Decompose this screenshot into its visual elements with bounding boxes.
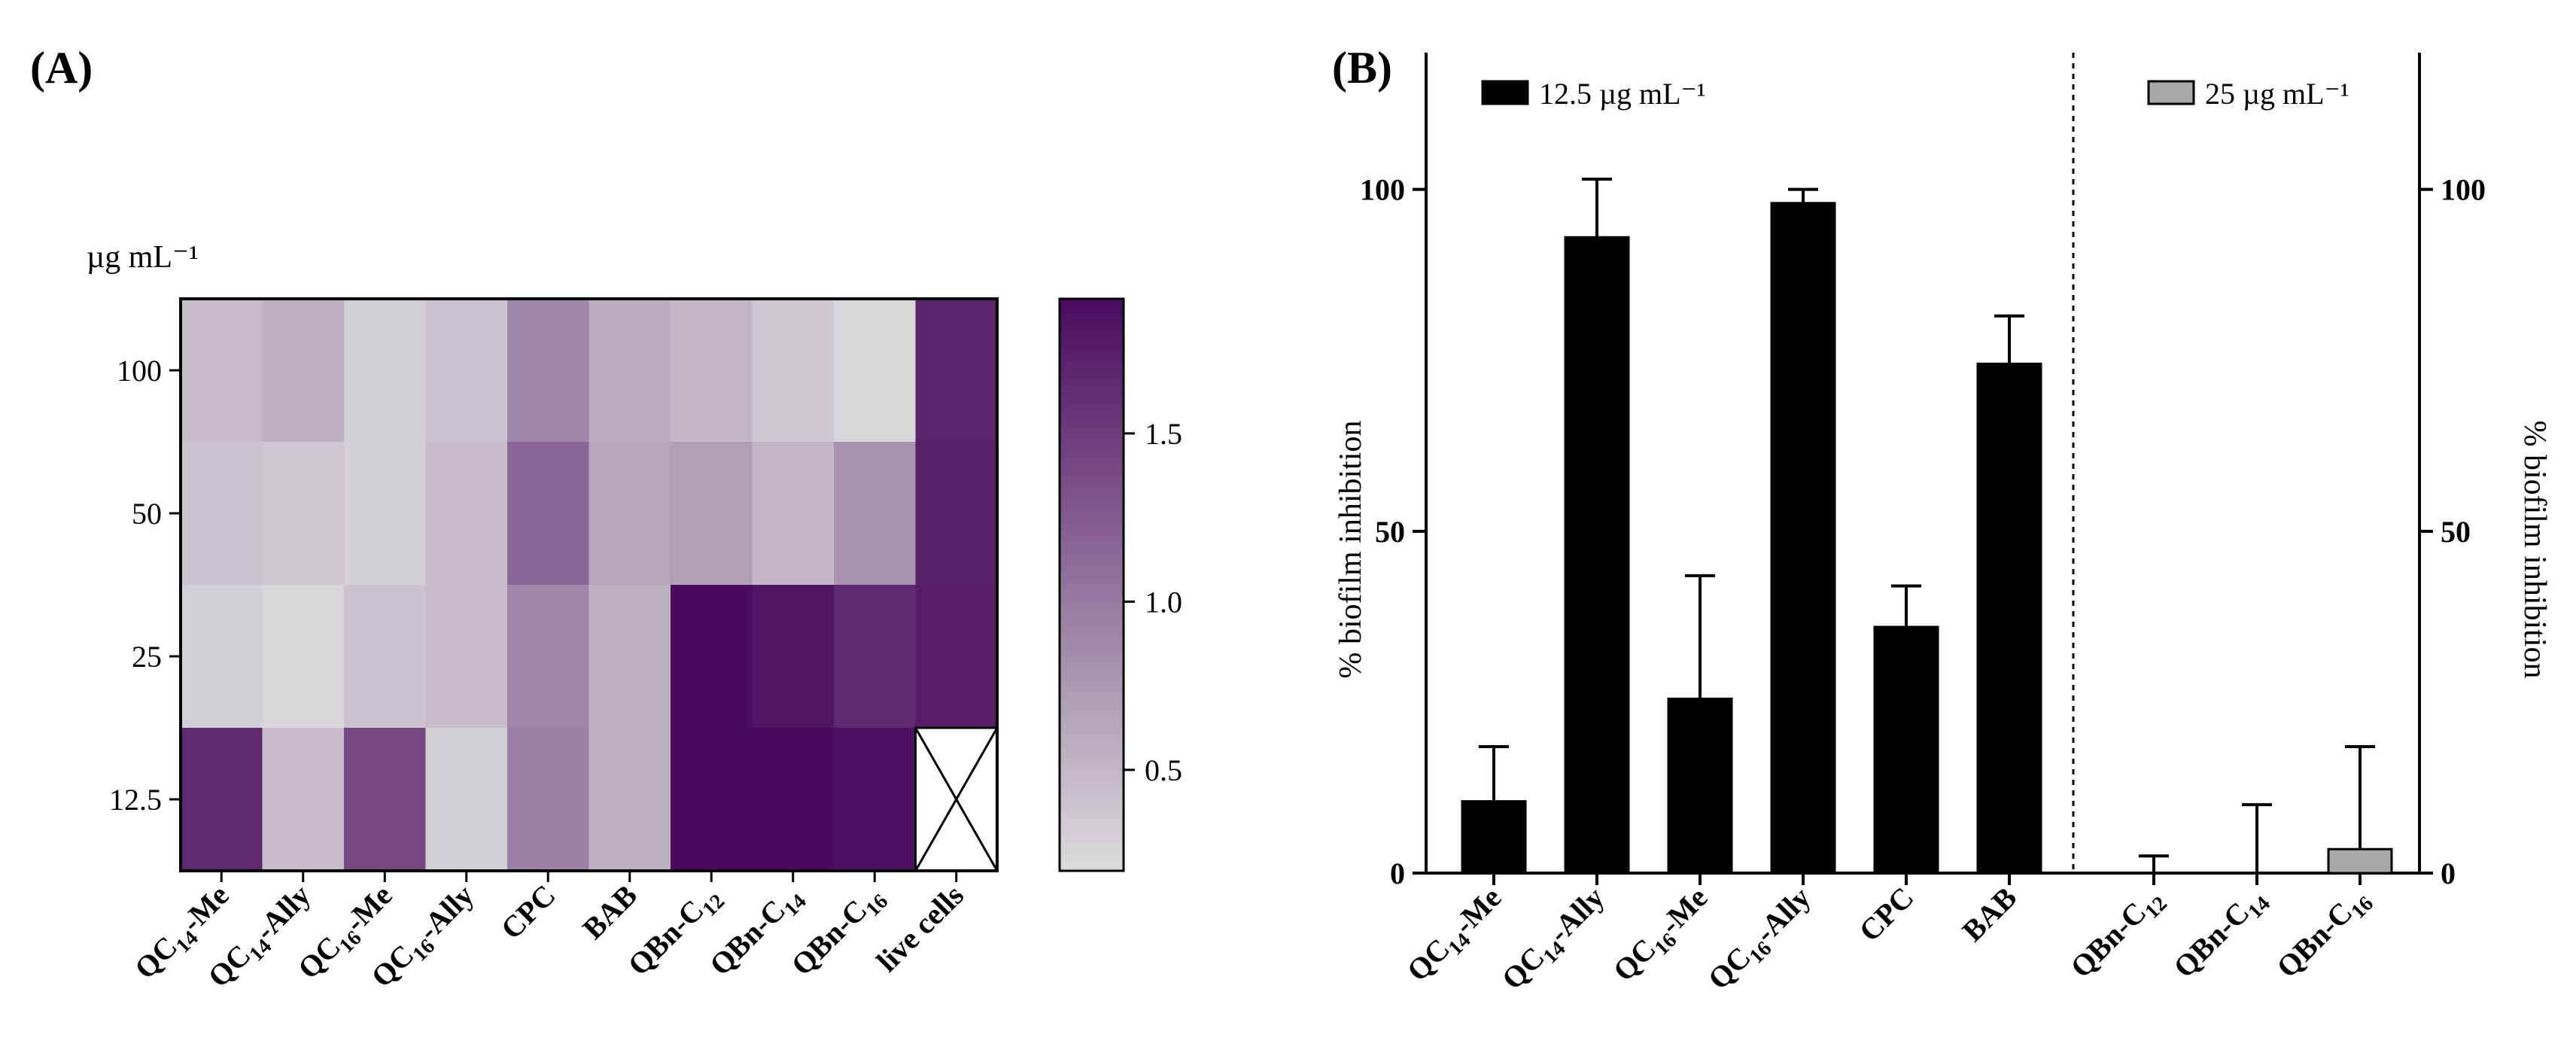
legend-label-12-5: 12.5 µg mL⁻¹ (1539, 77, 1706, 111)
left-y-tick-label: 50 (1375, 515, 1405, 549)
bar-category-label: QBn-C14 (2167, 881, 2275, 989)
heatmap-col-label: CPC (494, 878, 562, 946)
heatmap-cell (752, 442, 835, 586)
heatmap-cell (262, 299, 345, 443)
heatmap-row-label: 12.5 (109, 783, 162, 817)
bar-ylabel-right: % biofilm inhibition (2517, 421, 2552, 679)
heatmap-cell (915, 299, 998, 443)
bar (1667, 697, 1733, 875)
right-y-tick-label: 0 (2441, 857, 2456, 890)
heatmap-cell (752, 728, 835, 872)
heatmap-row-label: 100 (117, 354, 162, 388)
bar-category-label: QC16-Ally (1702, 881, 1821, 1000)
heatmap-col-label: QBn-C16 (785, 878, 893, 987)
heatmap-cell (834, 299, 916, 443)
heatmap-cell (507, 728, 589, 872)
heatmap-cell (588, 728, 671, 872)
bar-category-label: QC14-Ally (1495, 881, 1615, 1000)
heatmap-missing-cell (914, 726, 999, 872)
bar-chart: 0 0 50 50 100 100 QC14-MeQC14-AllyQC16-MeQC16… (1334, 53, 2552, 1000)
heatmap-frame (179, 297, 999, 872)
heatmap-cell (588, 585, 671, 729)
bar (1770, 202, 1836, 875)
bar-ylabel-left: % biofilm inhibition (1334, 421, 1368, 679)
heatmap-cell (344, 299, 426, 443)
heatmap-cell (834, 585, 916, 729)
heatmap-cell (752, 585, 835, 729)
bar-category-label: CPC (1852, 881, 1920, 948)
colorbar-tick-label: 0.5 (1145, 753, 1182, 787)
heatmap-cell (834, 728, 916, 872)
bar (1873, 625, 1939, 875)
heatmap-cell (262, 728, 345, 872)
heatmap-cell (671, 585, 753, 729)
right-y-tick-label: 50 (2441, 515, 2471, 549)
heatmap-col-label: QBn-C12 (622, 878, 730, 987)
legend-label-25: 25 µg mL⁻¹ (2205, 77, 2349, 111)
heatmap-cell (262, 585, 345, 729)
bar (1461, 800, 1527, 875)
heatmap-cell (425, 585, 508, 729)
heatmap-cell (834, 442, 916, 586)
heatmap-cell (588, 442, 671, 586)
heatmap-unit-label: µg mL⁻¹ (87, 240, 199, 275)
heatmap-cell (671, 299, 753, 443)
bar (2327, 847, 2393, 875)
colorbar-tick-label: 1.0 (1145, 585, 1182, 619)
heatmap-col-label: live cells (870, 878, 970, 978)
heatmap-row-label: 50 (132, 497, 162, 531)
heatmap-cell (181, 299, 263, 443)
colorbar-gradient (1058, 297, 1125, 872)
heatmap-cell (425, 728, 508, 872)
heatmap-cell (262, 442, 345, 586)
heatmap-cell (671, 442, 753, 586)
heatmap-cell (425, 442, 508, 586)
heatmap-chart: µg mL⁻¹ 100 50 25 12.5 QC14-MeQC14-AllyQC16… (87, 240, 1182, 994)
heatmap-row-label: 25 (132, 640, 162, 674)
heatmap-cell (425, 299, 508, 443)
heatmap-cell (752, 299, 835, 443)
heatmap-cell (915, 585, 998, 729)
heatmap-cell (181, 728, 263, 872)
bar-marks (1461, 178, 2393, 875)
bar-category-label: QC14-Me (1401, 881, 1512, 992)
legend-swatch-25 (2147, 80, 2195, 105)
heatmap-cell (507, 442, 589, 586)
left-y-tick-label: 100 (1360, 173, 1405, 207)
bar-category-label: QBn-C16 (2270, 881, 2378, 989)
missing-cross-line (914, 727, 999, 872)
panel-b-label: (B) (1332, 43, 1392, 93)
bar-category-label: QC16-Me (1607, 881, 1718, 992)
heatmap-cell (671, 728, 753, 872)
bar-category-label: BAB (1955, 881, 2023, 948)
legend-swatch-12-5 (1481, 80, 1529, 105)
heatmap-col-label: BAB (576, 878, 643, 946)
colorbar-tick-label: 1.5 (1145, 417, 1182, 451)
bar-category-label: QBn-C12 (2064, 881, 2172, 989)
heatmap-cell (181, 585, 263, 729)
heatmap-cell (344, 585, 426, 729)
heatmap-row-labels: 100 50 25 12.5 (109, 354, 181, 817)
heatmap-cell (507, 585, 589, 729)
bar (1976, 362, 2042, 875)
heatmap-cells (181, 299, 998, 872)
heatmap-cell (181, 442, 263, 586)
heatmap-cell (344, 442, 426, 586)
left-y-tick-label: 0 (1390, 857, 1405, 890)
colorbar: 0.5 1.0 1.5 (1058, 297, 1182, 872)
bar (1564, 236, 1630, 875)
heatmap-cell (588, 299, 671, 443)
heatmap-cell (915, 442, 998, 586)
right-y-tick-label: 100 (2441, 173, 2486, 207)
heatmap-cell (507, 299, 589, 443)
heatmap-cell (344, 728, 426, 872)
heatmap-col-label: QBn-C14 (703, 878, 811, 987)
panel-a-label: (A) (30, 43, 93, 93)
